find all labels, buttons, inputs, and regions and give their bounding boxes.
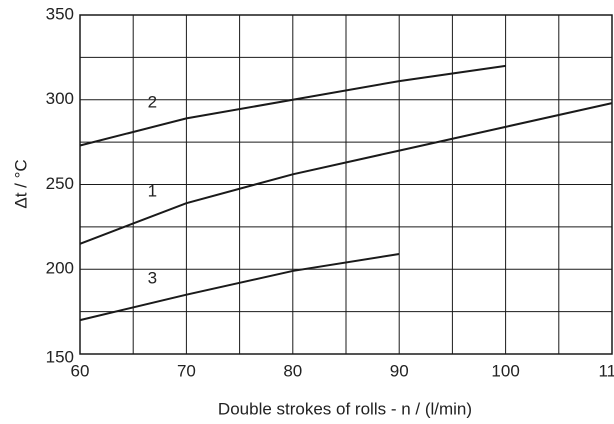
series-line <box>79 102 613 245</box>
x-tick-label: 110 <box>598 361 614 380</box>
y-axis-label: Δt / °C <box>11 159 30 208</box>
y-tick-label: 300 <box>46 89 74 108</box>
series-line <box>79 253 400 322</box>
y-tick-label: 200 <box>46 259 74 278</box>
series-label: 2 <box>148 93 157 112</box>
x-tick-label: 70 <box>177 361 196 380</box>
plot-frame <box>79 14 613 355</box>
x-tick-label: 60 <box>71 361 90 380</box>
y-tick-label: 250 <box>46 174 74 193</box>
y-tick-label: 350 <box>46 4 74 23</box>
series-label: 3 <box>148 268 157 287</box>
x-axis-label: Double strokes of rolls - n / (l/min) <box>218 399 472 418</box>
y-tick-label: 150 <box>46 347 74 366</box>
x-tick-label: 100 <box>491 361 519 380</box>
series-label: 1 <box>148 182 157 201</box>
x-tick-label: 90 <box>390 361 409 380</box>
x-tick-label: 80 <box>283 361 302 380</box>
series-line <box>79 64 506 147</box>
